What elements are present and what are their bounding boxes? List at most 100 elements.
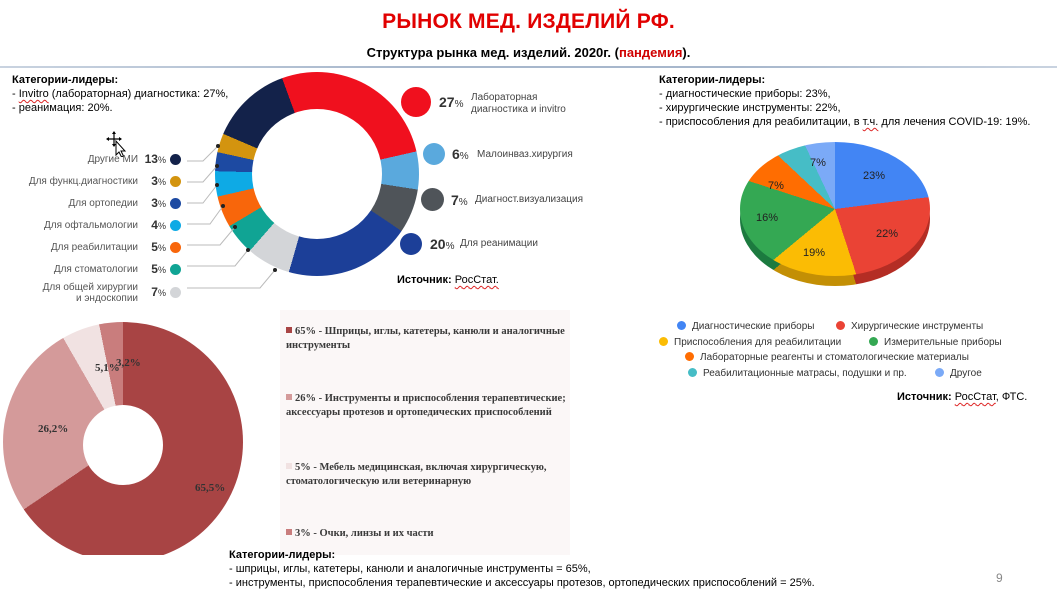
legend-label: Хирургические инструменты	[851, 321, 984, 332]
leaders-line: - реанимация: 20%.	[12, 102, 113, 114]
pct-sign: %	[157, 155, 166, 165]
legend-swatch	[400, 233, 422, 255]
legend-label: Для функц.диагностики	[28, 176, 138, 187]
bottom-leaders: Категории-лидеры: - шприцы, иглы, катете…	[229, 548, 815, 590]
slice-label: 19%	[803, 247, 826, 259]
legend-item: Приспособления для реабилитации	[659, 337, 841, 348]
leaders-header: Категории-лидеры:	[12, 74, 119, 86]
legend-item: Другое	[935, 368, 982, 379]
legend-pct: 5%	[140, 240, 166, 254]
legend-label: Диагност.визуализация	[475, 194, 584, 205]
legend-swatch	[170, 198, 181, 209]
legend-label: Для реанимации	[460, 238, 538, 249]
legend-pct: 5%	[140, 262, 166, 276]
legend-label: Лабораторная диагностика и invitro	[471, 92, 566, 116]
source-note: Источник: РосСтат.	[397, 274, 499, 286]
legend-label: 3% - Очки, линзы и их части	[295, 528, 434, 539]
legend-swatch	[170, 176, 181, 187]
move-cursor-icon	[106, 131, 128, 162]
legend-pct: 20%	[430, 236, 454, 252]
subtitle-suffix: ).	[682, 45, 691, 60]
legend-swatch	[677, 321, 686, 330]
legend-pct: 3%	[140, 196, 166, 210]
legend-pct: 13%	[140, 152, 166, 166]
pct-sign: %	[157, 243, 166, 253]
legend-swatch	[286, 327, 292, 333]
legend-item: Реабилитационные матрасы, подушки и пр.	[688, 368, 907, 379]
legend-pct: 6%	[452, 146, 469, 162]
legend-swatch	[685, 352, 694, 361]
legend-swatch	[286, 394, 292, 400]
leaders-header: Категории-лидеры:	[229, 549, 336, 561]
legend-swatch	[401, 87, 431, 117]
legend-pct: 7%	[451, 192, 468, 208]
legend-item: Хирургические инструменты	[836, 321, 983, 332]
legend-pct-value: 13	[144, 152, 158, 166]
legend-swatch	[286, 463, 292, 469]
leaders-line: - инструменты, приспособления терапевтич…	[229, 577, 815, 589]
pct-sign: %	[157, 288, 166, 298]
legend-swatch	[170, 264, 181, 275]
source-suffix: , ФТС.	[995, 391, 1028, 403]
slice-label: 16%	[756, 212, 779, 224]
legend-item: 5% - Мебель медицинская, включая хирурги…	[286, 461, 571, 489]
donut-hole	[83, 405, 163, 485]
legend-swatch	[423, 143, 445, 165]
legend-pct-value: 5	[151, 240, 158, 254]
legend-pct-value: 20	[430, 236, 446, 252]
legend-label-line2: диагностика и invitro	[471, 104, 566, 115]
source-label: Источник:	[397, 274, 452, 286]
leaders-header: Категории-лидеры:	[659, 74, 766, 86]
legend-label: Приспособления для реабилитации	[674, 337, 842, 348]
leaders-line-suffix: для лечения COVID-19: 19%.	[878, 116, 1031, 128]
legend-item: 3% - Очки, линзы и их части	[286, 527, 571, 541]
donut2-legend-panel	[280, 310, 570, 555]
pct-sign: %	[157, 265, 166, 275]
legend-swatch	[170, 242, 181, 253]
slice-label: 5,1%	[95, 362, 120, 374]
subtitle-highlight: пандемия	[618, 45, 683, 60]
legend-label: Для ортопедии	[68, 198, 139, 209]
legend-item: Для стоматологии 5%	[0, 262, 190, 278]
legend-label: Другое	[950, 368, 982, 379]
legend-pct: 3%	[140, 174, 166, 188]
legend-item: 65% - Шприцы, иглы, катетеры, канюли и а…	[286, 325, 571, 353]
legend-pct-value: 3	[151, 174, 158, 188]
pct-sign: %	[454, 99, 464, 110]
leaders-line-rest: (лабораторная) диагностика: 27%,	[48, 88, 229, 100]
legend-pct-value: 3	[151, 196, 158, 210]
leaders-line: - шприцы, иглы, катетеры, канюли и анало…	[229, 563, 591, 575]
legend-item: Для общей хирургии и эндоскопии 7%	[0, 282, 190, 308]
legend-swatch	[286, 529, 292, 535]
pct-sign: %	[157, 221, 166, 231]
legend-item: Для реабилитации 5%	[0, 240, 190, 256]
legend-label: Другие МИ	[87, 154, 138, 165]
leaders-line: - приспособления для реабилитации, в т.ч…	[659, 115, 1030, 129]
slide-title: РЫНОК МЕД. ИЗДЕЛИЙ РФ.	[382, 10, 675, 33]
page-number: 9	[996, 571, 1003, 585]
legend-label: Реабилитационные матрасы, подушки и пр.	[703, 368, 907, 379]
legend-label: 65% - Шприцы, иглы, катетеры, канюли и а…	[286, 326, 565, 351]
legend-pct-value: 7	[151, 285, 158, 299]
source-value: РосСтат.	[454, 274, 499, 286]
legend-swatch	[170, 220, 181, 231]
legend-item: Другие МИ 13%	[0, 152, 190, 168]
legend-connector-lines	[187, 144, 277, 289]
legend-item: Для офтальмологии 4%	[0, 218, 190, 234]
legend-label-line1: Лабораторная	[471, 92, 538, 103]
pct-sign: %	[157, 199, 166, 209]
source-note: Источник: РосСтат, ФТС.	[897, 391, 1027, 403]
source-label: Источник:	[897, 391, 952, 403]
legend-label: Для стоматологии	[53, 264, 138, 275]
spellcheck-word: т.ч.	[862, 116, 879, 128]
slice-label: 3,2%	[116, 357, 141, 369]
legend-label: Малоинваз.хирургия	[477, 149, 573, 160]
legend-item: 26% - Инструменты и приспособления терап…	[286, 392, 571, 420]
legend-label: Для офтальмологии	[44, 220, 138, 231]
legend-pct-value: 4	[151, 218, 158, 232]
legend-label: 5% - Мебель медицинская, включая хирурги…	[286, 462, 547, 487]
legend-swatch	[170, 154, 181, 165]
slice-label: 7%	[810, 157, 826, 169]
legend-swatch	[935, 368, 944, 377]
legend-pct-value: 27	[439, 94, 455, 110]
